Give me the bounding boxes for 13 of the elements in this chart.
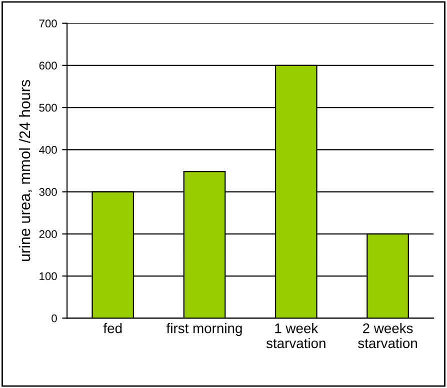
y-tick-label: 700 (39, 20, 57, 28)
y-tick-label: 500 (39, 104, 57, 112)
y-tick-label: 300 (39, 188, 57, 196)
y-tick-label: 600 (39, 62, 57, 70)
y-tick-label: 100 (40, 272, 57, 280)
y-tick-label: 0 (52, 314, 57, 322)
x-tick-label: fed (103, 323, 122, 334)
x-tick-label: 1 week starvation (266, 323, 326, 348)
x-tick-label: first morning (166, 323, 242, 336)
y-axis-title: urine urea, mmol /24 hours (18, 80, 32, 262)
y-tick-label: 200 (39, 230, 57, 238)
y-tick-label: 400 (39, 146, 57, 154)
x-tick-label: 2 weeks starvation (358, 323, 417, 348)
